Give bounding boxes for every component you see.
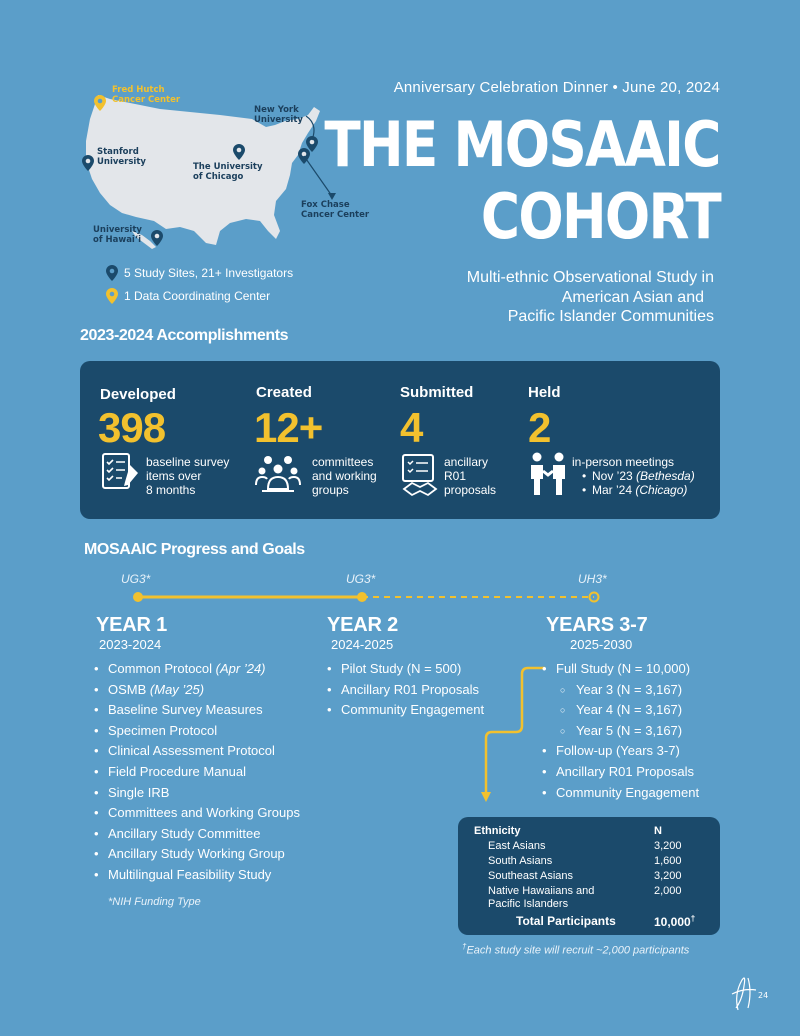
accomplishments-panel: Developed 398 baseline survey items over 8…	[80, 361, 720, 519]
acc-created-number: 12+	[254, 404, 323, 451]
ethnicity-table: Ethnicity N East Asians 3,200 South Asian…	[458, 817, 720, 935]
proposal-handshake-icon	[402, 454, 438, 497]
pin-nyu-icon	[306, 136, 318, 157]
list-item: Ancillary R01 Proposals	[538, 764, 699, 785]
accomplishments-heading: 2023-2024 Accomplishments	[80, 327, 289, 344]
title-line-2: COHORT	[480, 180, 722, 253]
subtitle: Multi-ethnic Observational Study in Amer…	[466, 269, 714, 326]
list-item: Field Procedure Manual	[90, 764, 300, 785]
table-footnote: †Each study site will recruit ~2,000 par…	[462, 942, 690, 957]
meeting-item: Nov ’23 (Bethesda)	[582, 469, 695, 483]
acc-held-label: Held	[528, 384, 561, 401]
list-item: Community Engagement	[323, 702, 484, 723]
timeline-node-year1	[133, 592, 143, 602]
legend-data-center: 1 Data Coordinating Center	[106, 288, 270, 304]
list-item: Full Study (N = 10,000)	[538, 661, 699, 682]
acc-submitted-number: 4	[400, 404, 423, 451]
list-item: Common Protocol (Apr ’24)	[90, 661, 300, 682]
list-item: OSMB (May ’25)	[90, 682, 300, 703]
year2-title: YEAR 2	[327, 614, 399, 636]
acc-created-desc: committees and working groups	[312, 455, 377, 498]
year1-range: 2023-2024	[99, 637, 162, 652]
list-item: Community Engagement	[538, 785, 699, 806]
list-item: Multilingual Feasibility Study	[90, 867, 300, 888]
acc-submitted-label: Submitted	[400, 384, 474, 401]
year2-range: 2024-2025	[331, 637, 394, 652]
acc-developed-desc: baseline survey items over 8 months	[146, 455, 230, 498]
pin-chicago-icon	[233, 144, 245, 165]
acc-developed-label: Developed	[100, 386, 176, 403]
label-chicago: The University of Chicago	[193, 162, 263, 182]
label-fox-chase: Fox Chase Cancer Center	[301, 200, 370, 220]
list-item: Ancillary Study Committee	[90, 826, 300, 847]
label-fred-hutch: Fred Hutch Cancer Center	[112, 85, 181, 105]
funding-label-years3-7: UH3*	[578, 572, 607, 586]
acc-created-label: Created	[256, 384, 312, 401]
acc-held-number: 2	[528, 404, 551, 451]
funding-label-year1: UG3*	[121, 572, 151, 586]
list-item: Clinical Assessment Protocol	[90, 743, 300, 764]
years3-7-title: YEARS 3-7	[546, 614, 648, 636]
signature-mark: 24	[731, 977, 768, 1011]
legend-study-sites: 5 Study Sites, 21+ Investigators	[106, 265, 293, 281]
timeline-node-years3-7	[588, 591, 600, 603]
map-leader-lines	[303, 115, 336, 200]
label-hawaii: University of Hawai‘i	[93, 225, 142, 245]
label-stanford: Stanford University	[97, 147, 146, 167]
funding-label-year2: UG3*	[346, 572, 376, 586]
data-center-pin-icon	[106, 288, 118, 304]
progress-heading: MOSAAIC Progress and Goals	[84, 541, 305, 558]
list-item: Follow-up (Years 3-7)	[538, 743, 699, 764]
funding-footnote: *NIH Funding Type	[108, 896, 201, 908]
pin-stanford-icon	[82, 155, 94, 176]
list-item: Baseline Survey Measures	[90, 702, 300, 723]
timeline	[133, 591, 600, 802]
list-item: Ancillary Study Working Group	[90, 846, 300, 867]
list-item: Year 3 (N = 3,167)	[538, 682, 699, 703]
years3-7-range: 2025-2030	[570, 637, 633, 652]
acc-submitted-desc: ancillary R01 proposals	[444, 455, 497, 498]
list-item: Committees and Working Groups	[90, 805, 300, 826]
year2-list: Pilot Study (N = 500) Ancillary R01 Prop…	[323, 661, 484, 723]
us-map-shape	[86, 95, 320, 249]
pin-hawaii-icon	[151, 230, 163, 251]
title-line-1: THE MOSAAIC	[324, 108, 722, 181]
acc-held-desc: in-person meetings Nov ’23 (Bethesda) Ma…	[572, 455, 695, 498]
survey-clipboard-icon	[102, 453, 138, 489]
years3-7-list: Full Study (N = 10,000) Year 3 (N = 3,16…	[538, 661, 699, 805]
timeline-node-year2	[357, 592, 367, 602]
acc-developed-number: 398	[98, 404, 166, 451]
list-item: Year 5 (N = 3,167)	[538, 723, 699, 744]
year1-list: Common Protocol (Apr ’24) OSMB (May ’25)…	[90, 661, 300, 888]
meeting-people-icon	[531, 452, 565, 495]
signature-year: 24	[758, 991, 768, 1000]
pin-fred-hutch-icon	[94, 95, 106, 116]
group-people-icon	[255, 456, 301, 492]
list-item: Pilot Study (N = 500)	[323, 661, 484, 682]
year1-title: YEAR 1	[96, 614, 168, 636]
event-line: Anniversary Celebration Dinner • June 20…	[393, 79, 720, 96]
list-item: Specimen Protocol	[90, 723, 300, 744]
list-item: Year 4 (N = 3,167)	[538, 702, 699, 723]
label-nyu: New York University	[254, 105, 303, 125]
list-item: Single IRB	[90, 785, 300, 806]
list-item: Ancillary R01 Proposals	[323, 682, 484, 703]
us-map	[70, 85, 340, 265]
connector-arrow	[484, 666, 545, 794]
study-site-pin-icon	[106, 265, 118, 281]
meeting-item: Mar ’24 (Chicago)	[582, 483, 695, 497]
